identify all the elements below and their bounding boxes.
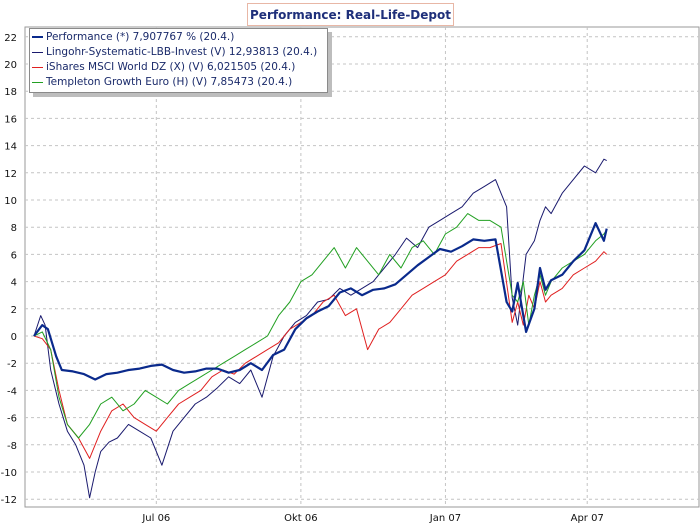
plot-area (24, 26, 700, 508)
x-tick-label: Okt 06 (284, 513, 318, 524)
y-tick-label: 2 (11, 305, 17, 316)
y-tick-label: 12 (4, 169, 17, 180)
series-line-templeton (33, 213, 608, 439)
y-tick-label: -6 (7, 414, 17, 425)
legend-swatch-templeton (32, 81, 43, 83)
y-tick-label: 20 (4, 60, 17, 71)
x-tick-label: Jul 06 (141, 513, 170, 524)
chart-title-box: Performance: Real-Life-Depot (247, 3, 454, 26)
y-tick-label: -4 (7, 386, 17, 397)
y-tick-label: 10 (4, 196, 17, 207)
legend-item-templeton: Templeton Growth Euro (H) (V) 7,85473 (2… (32, 75, 292, 89)
y-tick-label: 18 (4, 87, 17, 98)
legend-item-ishares: iShares MSCI World DZ (X) (V) 6,021505 (… (32, 60, 295, 74)
legend-swatch-performance (32, 36, 43, 38)
y-tick-label: 4 (11, 278, 17, 289)
legend-swatch-lingohr (32, 51, 43, 53)
legend-swatch-ishares (32, 66, 43, 68)
y-tick-label: 8 (11, 223, 17, 234)
chart-title: Performance: Real-Life-Depot (250, 7, 451, 22)
y-tick-label: -2 (7, 359, 17, 370)
y-tick-label: 6 (11, 250, 17, 261)
series-line-ishares (33, 243, 608, 459)
series-line-performance (33, 222, 608, 381)
y-tick-label: -12 (1, 495, 17, 506)
legend-label-templeton: Templeton Growth Euro (H) (V) 7,85473 (2… (46, 76, 293, 88)
x-tick-label: Apr 07 (571, 513, 604, 524)
legend-label-performance: Performance (*) 7,907767 % (20.4.) (46, 31, 235, 43)
y-tick-label: -8 (7, 441, 17, 452)
x-tick-label: Jan 07 (429, 513, 461, 524)
y-tick-label: 22 (4, 33, 17, 44)
series-line-lingohr (33, 158, 607, 499)
y-tick-label: 0 (11, 332, 17, 343)
legend-label-lingohr: Lingohr-Systematic-LBB-Invest (V) 12,938… (46, 46, 318, 58)
legend-item-performance: Performance (*) 7,907767 % (20.4.) (32, 30, 234, 44)
y-tick-label: -10 (1, 468, 17, 479)
legend: Performance (*) 7,907767 % (20.4.) Lingo… (29, 28, 328, 93)
y-tick-label: 14 (4, 142, 17, 153)
legend-item-lingohr: Lingohr-Systematic-LBB-Invest (V) 12,938… (32, 45, 317, 59)
legend-label-ishares: iShares MSCI World DZ (X) (V) 6,021505 (… (46, 61, 296, 73)
y-tick-label: 16 (4, 114, 17, 125)
